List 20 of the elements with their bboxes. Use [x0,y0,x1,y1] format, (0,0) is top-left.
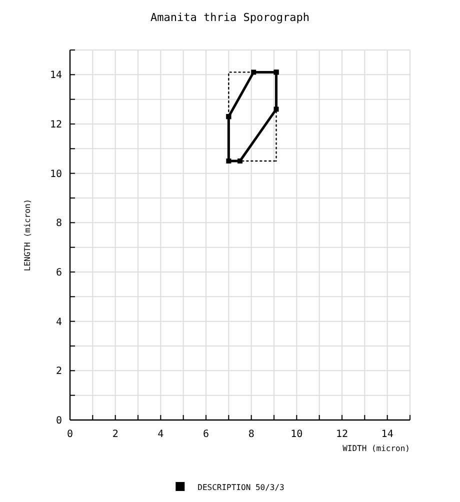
y-axis-title: LENGTH (micron) [23,198,32,272]
x-tick-label: 6 [202,429,210,440]
y-tick-label: 4 [56,316,62,328]
y-tick-label: 10 [50,168,62,180]
x-tick-label: 12 [336,429,348,440]
x-tick-label: 8 [248,429,254,440]
chart-title: Amanita thria Sporograph [150,11,310,24]
x-tick-label: 4 [158,429,164,440]
y-tick-label: 14 [50,70,62,82]
y-tick-label: 0 [56,416,62,426]
y-tick-label: 6 [56,268,62,278]
y-tick-label: 8 [56,218,62,230]
x-tick-label: 2 [112,429,118,440]
x-tick-label: 14 [381,429,394,440]
x-axis-title: WIDTH (micron) [342,444,410,453]
legend-label: DESCRIPTION 50/3/3 [198,483,285,492]
y-tick-label: 2 [56,366,62,378]
y-tick-label: 12 [50,120,62,130]
x-tick-label: 10 [290,429,303,440]
x-tick-label: 0 [66,429,74,440]
